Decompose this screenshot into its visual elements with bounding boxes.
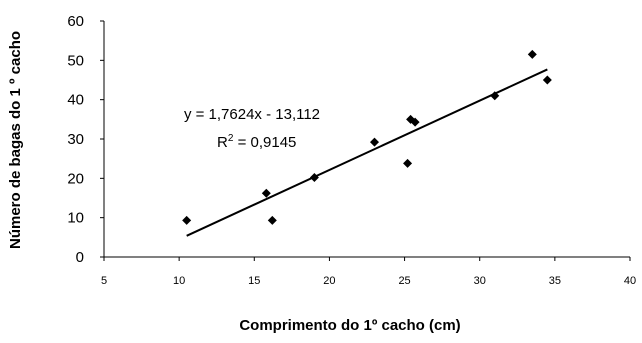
trendline bbox=[186, 68, 548, 237]
y-tick-label: 40 bbox=[67, 92, 84, 109]
data-point bbox=[490, 91, 500, 101]
plot-area: 0 10 20 30 40 50 60 5 10 15 20 25 30 35 40 bbox=[67, 13, 636, 287]
x-tick-label: 15 bbox=[248, 275, 260, 287]
x-tick-label: 35 bbox=[549, 275, 561, 287]
y-tick-label: 0 bbox=[76, 249, 84, 266]
data-point bbox=[182, 215, 192, 225]
trendline-equation: y = 1,7624x - 13,112 bbox=[184, 106, 320, 123]
data-point bbox=[542, 75, 552, 85]
x-tick-label: 5 bbox=[101, 275, 107, 287]
data-point bbox=[410, 117, 420, 127]
data-point bbox=[370, 137, 380, 147]
y-tick-label: 30 bbox=[67, 131, 84, 148]
y-tick-label: 10 bbox=[67, 210, 84, 227]
data-point bbox=[309, 173, 319, 183]
data-point bbox=[261, 188, 271, 198]
x-tick-label: 30 bbox=[474, 275, 486, 287]
x-axis-title: Comprimento do 1º cacho (cm) bbox=[239, 317, 460, 334]
x-tick-label: 20 bbox=[323, 275, 335, 287]
r-squared-label: R2 = 0,9145 bbox=[217, 133, 296, 151]
data-point bbox=[267, 215, 277, 225]
y-tick-label: 60 bbox=[67, 13, 84, 30]
data-point bbox=[403, 158, 413, 168]
x-tick-label: 40 bbox=[624, 275, 636, 287]
y-tick-label: 50 bbox=[67, 52, 84, 69]
x-tick-label: 25 bbox=[398, 275, 410, 287]
x-tick-label: 10 bbox=[173, 275, 185, 287]
data-point bbox=[527, 49, 537, 59]
y-tick-label: 20 bbox=[67, 170, 84, 187]
y-axis-title: Número de bagas do 1 º cacho bbox=[7, 31, 24, 249]
